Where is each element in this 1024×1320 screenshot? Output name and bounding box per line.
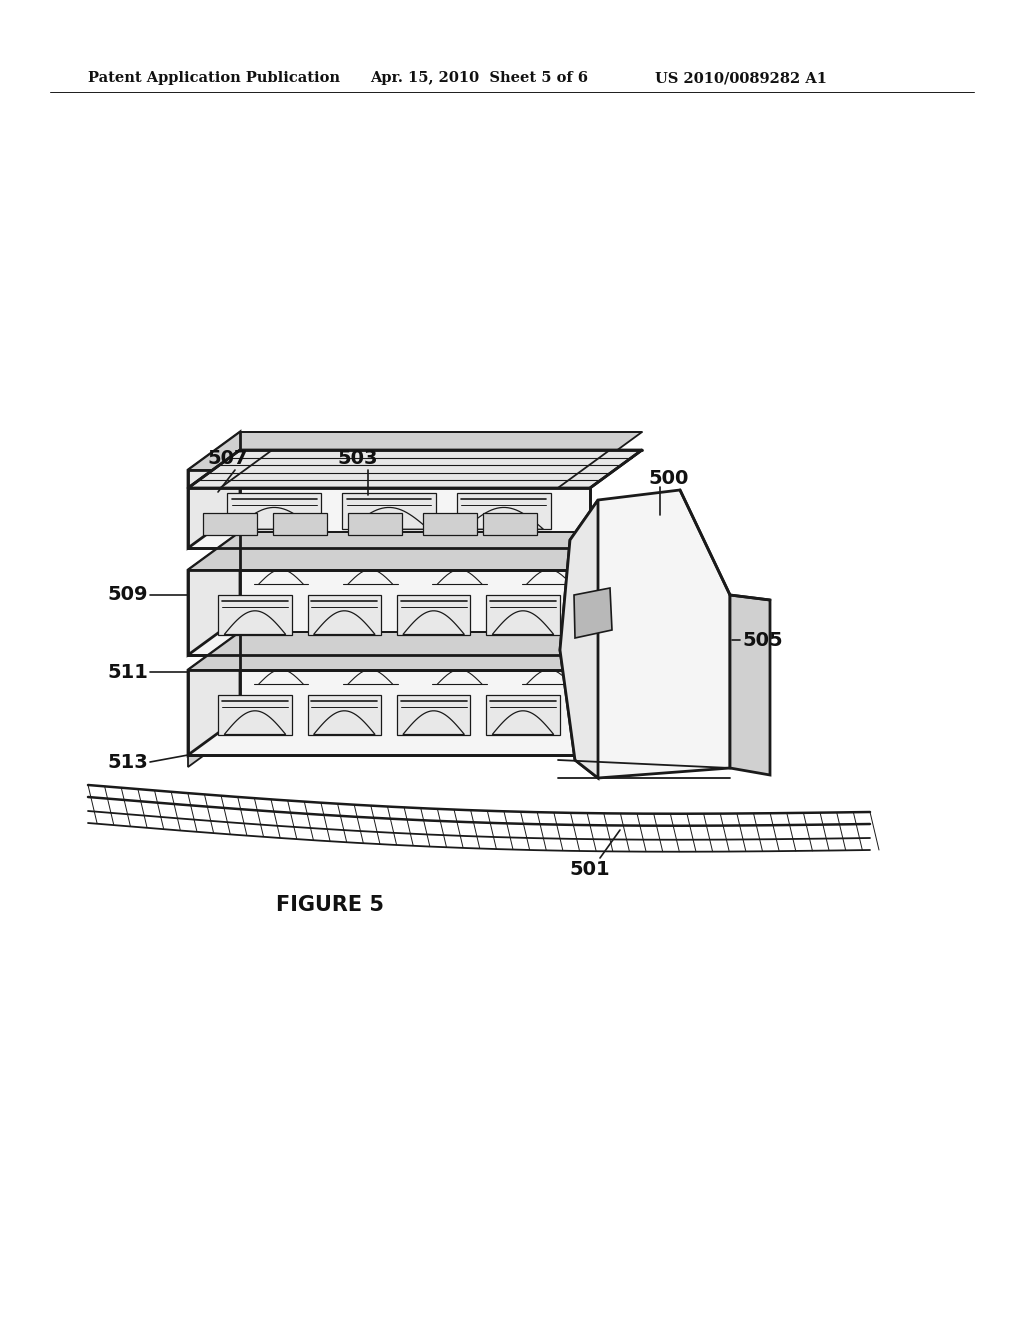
Polygon shape: [342, 492, 436, 529]
Text: US 2010/0089282 A1: US 2010/0089282 A1: [655, 71, 827, 84]
Polygon shape: [397, 595, 470, 635]
Polygon shape: [188, 532, 240, 655]
Polygon shape: [188, 632, 240, 755]
Polygon shape: [203, 513, 257, 535]
Polygon shape: [486, 595, 560, 635]
Polygon shape: [457, 492, 551, 529]
Polygon shape: [234, 507, 313, 529]
Polygon shape: [188, 470, 590, 548]
Polygon shape: [307, 595, 381, 635]
Polygon shape: [493, 711, 554, 734]
Polygon shape: [313, 611, 375, 635]
Polygon shape: [188, 432, 642, 470]
Polygon shape: [188, 432, 240, 548]
Polygon shape: [307, 696, 381, 734]
Text: FIGURE 5: FIGURE 5: [276, 895, 384, 915]
Text: Patent Application Publication: Patent Application Publication: [88, 71, 340, 84]
Polygon shape: [560, 490, 730, 777]
Polygon shape: [349, 507, 429, 529]
Polygon shape: [188, 450, 642, 488]
Text: 500: 500: [648, 469, 688, 487]
Text: 505: 505: [742, 631, 782, 649]
Text: 507: 507: [208, 449, 248, 469]
Polygon shape: [730, 595, 770, 775]
Polygon shape: [227, 492, 322, 529]
Polygon shape: [224, 711, 286, 734]
Polygon shape: [348, 513, 402, 535]
Text: 503: 503: [338, 449, 378, 469]
Polygon shape: [402, 611, 465, 635]
Polygon shape: [188, 717, 642, 755]
Polygon shape: [188, 632, 642, 671]
Text: Apr. 15, 2010  Sheet 5 of 6: Apr. 15, 2010 Sheet 5 of 6: [370, 71, 588, 84]
Polygon shape: [423, 513, 477, 535]
Polygon shape: [483, 513, 537, 535]
Text: 501: 501: [569, 861, 610, 879]
Text: 513: 513: [108, 752, 148, 771]
Polygon shape: [493, 611, 554, 635]
Polygon shape: [188, 671, 590, 755]
Polygon shape: [188, 570, 590, 655]
Polygon shape: [188, 700, 240, 767]
Polygon shape: [464, 507, 544, 529]
Polygon shape: [574, 587, 612, 638]
Polygon shape: [313, 711, 375, 734]
Polygon shape: [486, 696, 560, 734]
Polygon shape: [188, 532, 642, 570]
Polygon shape: [224, 611, 286, 635]
Polygon shape: [218, 595, 292, 635]
Text: 511: 511: [108, 663, 148, 681]
Polygon shape: [218, 696, 292, 734]
Polygon shape: [560, 500, 598, 777]
Polygon shape: [402, 711, 465, 734]
Polygon shape: [273, 513, 327, 535]
Polygon shape: [397, 696, 470, 734]
Text: 509: 509: [108, 586, 148, 605]
